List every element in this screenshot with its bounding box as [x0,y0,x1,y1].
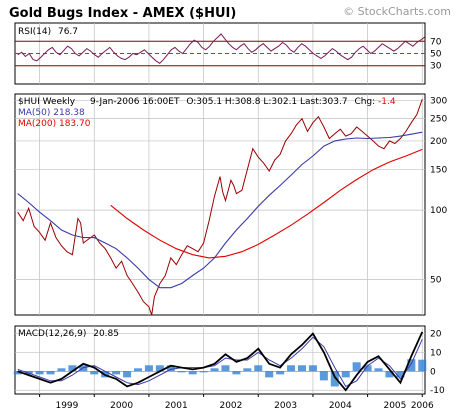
price-grid [15,94,425,315]
rsi-series [17,33,425,64]
macd-histogram-bar [177,371,186,373]
macd-histogram-bar [79,365,88,372]
macd-histogram-bar [68,365,77,372]
macd-panel: 20 10 0 -10 MACD(12,26,9) 20.85 [13,325,445,397]
rsi-reference-lines [15,40,425,67]
macd-histogram-bar [155,365,164,372]
price-y-tick-200: 200 [430,137,447,147]
macd-histogram-bar [265,371,274,378]
rsi-y-ticks: 70 50 30 [430,37,442,71]
x-tick-label-2005: 2005 [383,401,406,411]
macd-histogram-bar [276,371,285,375]
macd-histogram-bar [112,371,121,375]
x-tick-label-2000: 2000 [110,401,133,411]
rsi-y-tick-30: 30 [430,62,442,72]
macd-label-prefix: MACD(12,26,9) [18,329,86,339]
ma200-line [110,148,423,259]
macd-histogram-bar [243,368,252,372]
price-y-tick-100: 100 [430,206,447,216]
legend-symbol: $HUI Weekly [18,97,76,107]
rsi-y-tick-70: 70 [430,37,442,47]
macd-histogram-bar [352,362,361,372]
macd-series [17,331,424,392]
macd-histogram-bar [35,371,44,375]
macd-line [17,331,424,392]
macd-histogram-bar [363,365,372,372]
macd-histogram-bar [308,365,317,372]
macd-histogram-bar [57,368,66,372]
macd-histogram-bar [418,359,427,372]
macd-y-tick-20: 20 [430,330,442,340]
legend-chg-value: -1.4 [378,97,396,107]
macd-histogram-bar [210,368,219,372]
macd-signal-line [17,336,423,388]
macd-histogram-bar [144,365,153,372]
macd-y-tick--10: -10 [430,386,445,396]
macd-y-ticks: 20 10 0 -10 [430,330,445,397]
price-frame [14,93,426,316]
macd-histogram-bar [254,365,263,372]
chart-title: Gold Bugs Index - AMEX ($HUI) [9,6,236,21]
macd-histogram-bar [123,371,132,378]
price-y-tick-150: 150 [430,166,447,176]
price-line [17,99,423,316]
macd-histogram-bar [188,371,197,375]
macd-histogram-bar [90,371,99,375]
x-tick-label-2001: 2001 [165,401,188,411]
macd-histogram-bar [232,371,241,375]
x-tick-label-2004: 2004 [329,401,352,411]
legend-date: 9-Jan-2006 16:00ET [90,97,180,107]
price-y-tick-50: 50 [430,275,442,285]
macd-label-value: 20.85 [93,329,119,339]
rsi-y-tick-50: 50 [430,50,442,60]
price-series [17,99,423,316]
macd-histogram-bar [199,371,208,373]
macd-y-tick-10: 10 [430,348,442,358]
rsi-label-prefix: RSI(14) [18,27,51,37]
macd-histogram-bar [46,371,55,375]
macd-histogram-bar [374,368,383,372]
rsi-label: RSI(14) 76.7 [18,27,78,37]
rsi-line [17,33,425,64]
ma50-line [17,131,423,289]
macd-histogram-bar [396,371,405,378]
watermark: © StockCharts.com [343,5,451,18]
price-panel: 300 250 200 150 100 50 $HUI Weekly 9-Jan-2006… [14,93,447,316]
macd-histogram-bar [287,365,296,372]
x-tick-label-2002: 2002 [219,401,242,411]
macd-histogram-bar [407,359,416,372]
x-tick-label-2006: 2006 [411,401,434,411]
legend-ma200: MA(200) 183.70 [18,119,91,129]
macd-y-tick-0: 0 [430,367,436,377]
rsi-label-value: 76.7 [58,27,78,37]
macd-histogram-bar [330,371,339,387]
macd-histogram-bar [341,371,350,378]
price-y-tick-300: 300 [430,96,447,106]
macd-histogram-bar [166,365,175,372]
legend-chg-label: Chg: [354,97,375,107]
x-tick-label-2003: 2003 [274,401,297,411]
price-y-ticks: 300 250 200 150 100 50 [430,96,447,285]
macd-histogram-bar [319,371,328,381]
rsi-panel: 70 50 30 RSI(14) 76.7 [14,22,442,85]
x-tick-label-1999: 1999 [55,401,78,411]
macd-histogram-bar [13,371,22,375]
macd-label: MACD(12,26,9) 20.85 [18,329,119,339]
legend-ma50: MA(50) 218.38 [18,108,85,118]
macd-histogram-bar [298,365,306,372]
legend-ohlc: O:305.1 H:308.8 L:302.1 Last:303.7 [186,97,347,107]
price-y-tick-250: 250 [430,115,447,125]
macd-histogram-bar [385,371,394,378]
macd-histogram-bar [134,368,142,372]
x-axis: 1999 2000 2001 2002 2003 2004 2005 2006 [39,394,434,411]
price-legend-line: $HUI Weekly 9-Jan-2006 16:00ET O:305.1 H… [18,97,396,107]
macd-histogram-bar [221,365,230,372]
